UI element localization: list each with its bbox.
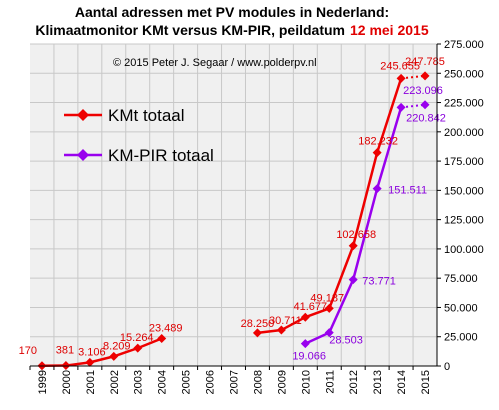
x-tick-label: 2001 bbox=[85, 370, 97, 394]
marker-kmt-2014 bbox=[396, 73, 406, 83]
data-label-kmt-2011: 49.187 bbox=[310, 292, 344, 304]
data-label-kmt-2004: 23.489 bbox=[149, 322, 183, 334]
y-tick-label: 50.000 bbox=[444, 302, 478, 314]
legend-kmpir-marker bbox=[77, 149, 89, 161]
chart-title-date: 12 mei 2015 bbox=[350, 22, 429, 38]
marker-kmt-2013 bbox=[372, 148, 382, 158]
marker-kmpir-2014 bbox=[396, 102, 406, 112]
x-tick-label: 1999 bbox=[37, 370, 49, 394]
y-tick-label: 275.000 bbox=[444, 39, 484, 51]
y-tick-label: 225.000 bbox=[444, 98, 484, 110]
y-tick-label: 150.000 bbox=[444, 185, 484, 197]
marker-kmt-2001 bbox=[85, 357, 95, 367]
data-label-kmt-2008: 28.250 bbox=[241, 318, 275, 330]
marker-kmt-2002 bbox=[109, 351, 119, 361]
chart-title-line1: Aantal adressen met PV modules in Nederl… bbox=[75, 4, 389, 20]
axes: 0 25.000 50.000 75.000 100.000 125.000 150.000… bbox=[29, 39, 484, 394]
x-tick-label: 2014 bbox=[396, 370, 408, 394]
data-label-kmt-2012: 102.658 bbox=[336, 229, 376, 241]
y-tick-label: 25.000 bbox=[444, 332, 478, 344]
x-tick-label: 2015 bbox=[420, 370, 432, 394]
data-label-kmpir-2012: 73.771 bbox=[362, 276, 396, 288]
data-label-kmt-2001: 3.106 bbox=[78, 346, 106, 358]
y-tick-label: 0 bbox=[444, 361, 450, 373]
data-label-kmpir-2015: 223.096 bbox=[403, 85, 443, 97]
marker-kmt-2010 bbox=[300, 312, 310, 322]
legend-kmt-label: KMt totaal bbox=[108, 106, 185, 125]
marker-kmpir-2015 bbox=[420, 100, 430, 110]
x-tick-label: 2002 bbox=[109, 370, 121, 394]
x-tick-label: 2008 bbox=[252, 370, 264, 394]
copyright-credit: © 2015 Peter J. Segaar / www.polderpv.nl bbox=[113, 57, 317, 69]
marker-kmt-2015 bbox=[420, 71, 430, 81]
marker-kmt-2012 bbox=[348, 241, 358, 251]
legend-kmpir-label: KM-PIR totaal bbox=[108, 146, 214, 165]
x-tick-label: 2011 bbox=[324, 370, 336, 394]
marker-kmt-2011 bbox=[324, 303, 334, 313]
plot-area bbox=[30, 44, 437, 366]
y-tick-label: 75.000 bbox=[444, 273, 478, 285]
y-tick-label: 125.000 bbox=[444, 215, 484, 227]
marker-kmt-2003 bbox=[133, 343, 143, 353]
marker-kmt-2004 bbox=[157, 333, 167, 343]
marker-kmpir-2012 bbox=[348, 275, 358, 285]
legend-kmt-marker bbox=[77, 109, 89, 121]
series-layer bbox=[37, 71, 430, 371]
x-tick-label: 2006 bbox=[205, 370, 217, 394]
x-tick-label: 2005 bbox=[181, 370, 193, 394]
chart-title-line2-text: Klimaatmonitor KMt versus KM-PIR, peilda… bbox=[35, 22, 345, 38]
y-tick-label: 250.000 bbox=[444, 68, 484, 80]
x-tick-label: 2012 bbox=[348, 370, 360, 394]
marker-kmpir-2010 bbox=[300, 339, 310, 349]
data-label-kmt-2014: 245.655 bbox=[380, 60, 420, 72]
marker-kmpir-2013 bbox=[372, 184, 382, 194]
data-label-kmt-2015: 247.785 bbox=[405, 56, 445, 68]
data-label-kmpir-2010: 19.066 bbox=[292, 351, 326, 363]
data-label-kmpir-2011: 28.503 bbox=[329, 335, 363, 347]
y-tick-label: 200.000 bbox=[444, 127, 484, 139]
legend: KMt totaal KM-PIR totaal bbox=[64, 106, 214, 165]
data-label-kmt-2013: 182.232 bbox=[358, 136, 398, 148]
x-tick-label: 2007 bbox=[229, 370, 241, 394]
data-label-kmt-2000: 381 bbox=[56, 345, 74, 357]
data-label-kmt-2002: 8.209 bbox=[103, 340, 131, 352]
x-tick-label: 2000 bbox=[61, 370, 73, 394]
data-label-kmpir-2014: 220.842 bbox=[406, 112, 446, 124]
marker-kmt-2008 bbox=[252, 328, 262, 338]
x-tick-label: 2003 bbox=[133, 370, 145, 394]
y-tick-label: 175.000 bbox=[444, 156, 484, 168]
data-label-kmt-2010: 41.677 bbox=[293, 301, 327, 313]
marker-kmt-2009 bbox=[276, 325, 286, 335]
x-tick-label: 2009 bbox=[276, 370, 288, 394]
data-label-kmt-2003: 15.264 bbox=[120, 332, 154, 344]
data-label-kmt-2009: 30.711 bbox=[269, 315, 302, 327]
chart-title-line2: Klimaatmonitor KMt versus KM-PIR, peilda… bbox=[35, 22, 428, 38]
marker-kmpir-2011 bbox=[324, 328, 334, 338]
x-tick-label: 2013 bbox=[372, 370, 384, 394]
data-label-kmpir-2013: 151.511 bbox=[388, 185, 427, 197]
y-tick-label: 100.000 bbox=[444, 244, 484, 256]
x-tick-label: 2010 bbox=[300, 370, 312, 394]
x-tick-label: 2004 bbox=[157, 370, 169, 394]
data-label-kmt-1999: 170 bbox=[19, 345, 37, 357]
